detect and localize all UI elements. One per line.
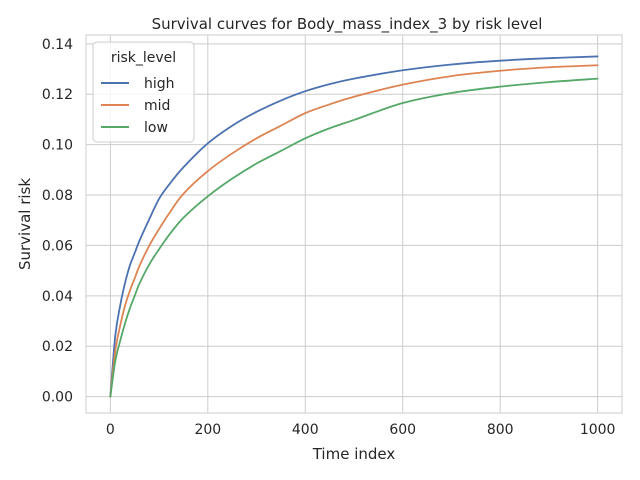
y-tick-label: 0.14 [42,37,73,53]
y-tick-label: 0.04 [42,289,73,305]
x-tick-label: 400 [292,422,319,438]
x-tick-label: 1000 [580,422,616,438]
y-tick-label: 0.10 [42,138,73,154]
legend-label-low: low [144,120,168,136]
x-tick-label: 0 [106,422,115,438]
grid-lines [86,35,622,413]
legend-label-high: high [144,76,175,92]
chart-title: Survival curves for Body_mass_index_3 by… [152,15,543,34]
y-tick-label: 0.08 [42,188,73,204]
legend-label-mid: mid [144,98,170,114]
series-line-mid [109,64,599,398]
x-tick-label: 200 [194,422,221,438]
y-axis-label: Survival risk [16,178,34,270]
x-tick-label: 800 [487,422,514,438]
series-line-low [109,77,599,398]
y-tick-label: 0.02 [42,339,73,355]
legend-title: risk_level [111,50,176,66]
series-line-high [109,55,599,398]
series-lines [109,55,599,398]
legend: risk_level high mid low [92,41,195,143]
y-tick-label: 0.06 [42,238,73,254]
y-tick-label: 0.00 [42,390,73,406]
x-tick-label: 600 [389,422,416,438]
tick-labels: 0 200 400 600 800 1000 0.00 0.02 0.04 0.06 0.08 0.1… [42,37,616,438]
legend-box [92,41,195,143]
plot-area-frame [85,34,623,414]
y-tick-label: 0.12 [42,87,73,103]
x-axis-label: Time index [312,445,396,463]
